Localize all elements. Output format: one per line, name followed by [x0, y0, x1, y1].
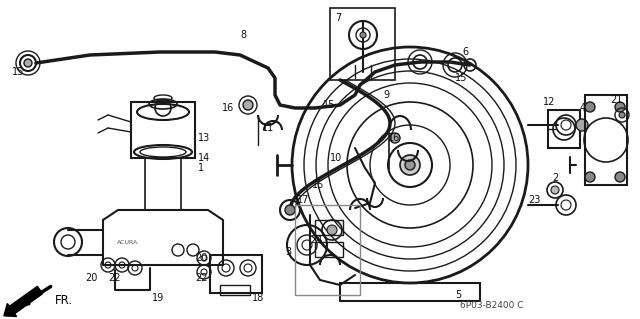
Text: 17: 17 [297, 195, 309, 205]
Circle shape [400, 155, 420, 175]
Text: 15: 15 [12, 67, 24, 77]
Text: 7: 7 [335, 13, 341, 23]
Circle shape [327, 225, 337, 235]
Text: 15: 15 [312, 180, 324, 190]
Text: 18: 18 [252, 293, 264, 303]
Text: 4: 4 [580, 103, 586, 113]
Text: 24: 24 [310, 235, 323, 245]
Circle shape [615, 102, 625, 112]
Text: 2: 2 [552, 173, 558, 183]
Text: 6P03-B2400 C: 6P03-B2400 C [460, 300, 524, 309]
Text: 21: 21 [610, 95, 622, 105]
Text: 16: 16 [388, 133, 400, 143]
Text: 14: 14 [198, 153, 211, 163]
Text: ACURA: ACURA [117, 240, 139, 244]
Text: 22: 22 [108, 273, 120, 283]
Text: 23: 23 [528, 195, 540, 205]
Circle shape [585, 172, 595, 182]
Circle shape [585, 102, 595, 112]
Circle shape [285, 205, 295, 215]
Bar [585, 95, 627, 185]
Text: 20: 20 [85, 273, 97, 283]
Circle shape [551, 186, 559, 194]
Circle shape [405, 160, 415, 170]
Text: 15: 15 [455, 73, 467, 83]
Circle shape [243, 100, 253, 110]
Text: 8: 8 [240, 30, 246, 40]
Circle shape [615, 172, 625, 182]
Circle shape [24, 59, 32, 67]
Text: 19: 19 [152, 293, 164, 303]
Text: 11: 11 [262, 123, 275, 133]
Text: 1: 1 [198, 163, 204, 173]
Text: 5: 5 [455, 290, 461, 300]
Text: 10: 10 [330, 153, 342, 163]
Bar [330, 8, 395, 80]
Bar [220, 285, 250, 295]
Text: 3: 3 [285, 247, 291, 257]
Circle shape [576, 119, 588, 131]
Text: 9: 9 [383, 90, 389, 100]
Text: 16: 16 [222, 103, 234, 113]
Bar [315, 242, 343, 257]
Circle shape [360, 32, 366, 38]
Text: 22: 22 [195, 273, 207, 283]
Circle shape [619, 112, 625, 118]
Text: 15: 15 [323, 100, 335, 110]
Bar [131, 102, 195, 158]
Text: 13: 13 [198, 133, 211, 143]
Bar [548, 110, 580, 148]
Text: 6: 6 [462, 47, 468, 57]
Text: 12: 12 [543, 97, 556, 107]
FancyArrow shape [4, 286, 43, 316]
Circle shape [390, 133, 400, 143]
Text: 20: 20 [195, 253, 207, 263]
Bar [210, 255, 262, 293]
Text: FR.: FR. [55, 293, 73, 307]
Bar [295, 205, 360, 295]
Bar [315, 220, 343, 235]
